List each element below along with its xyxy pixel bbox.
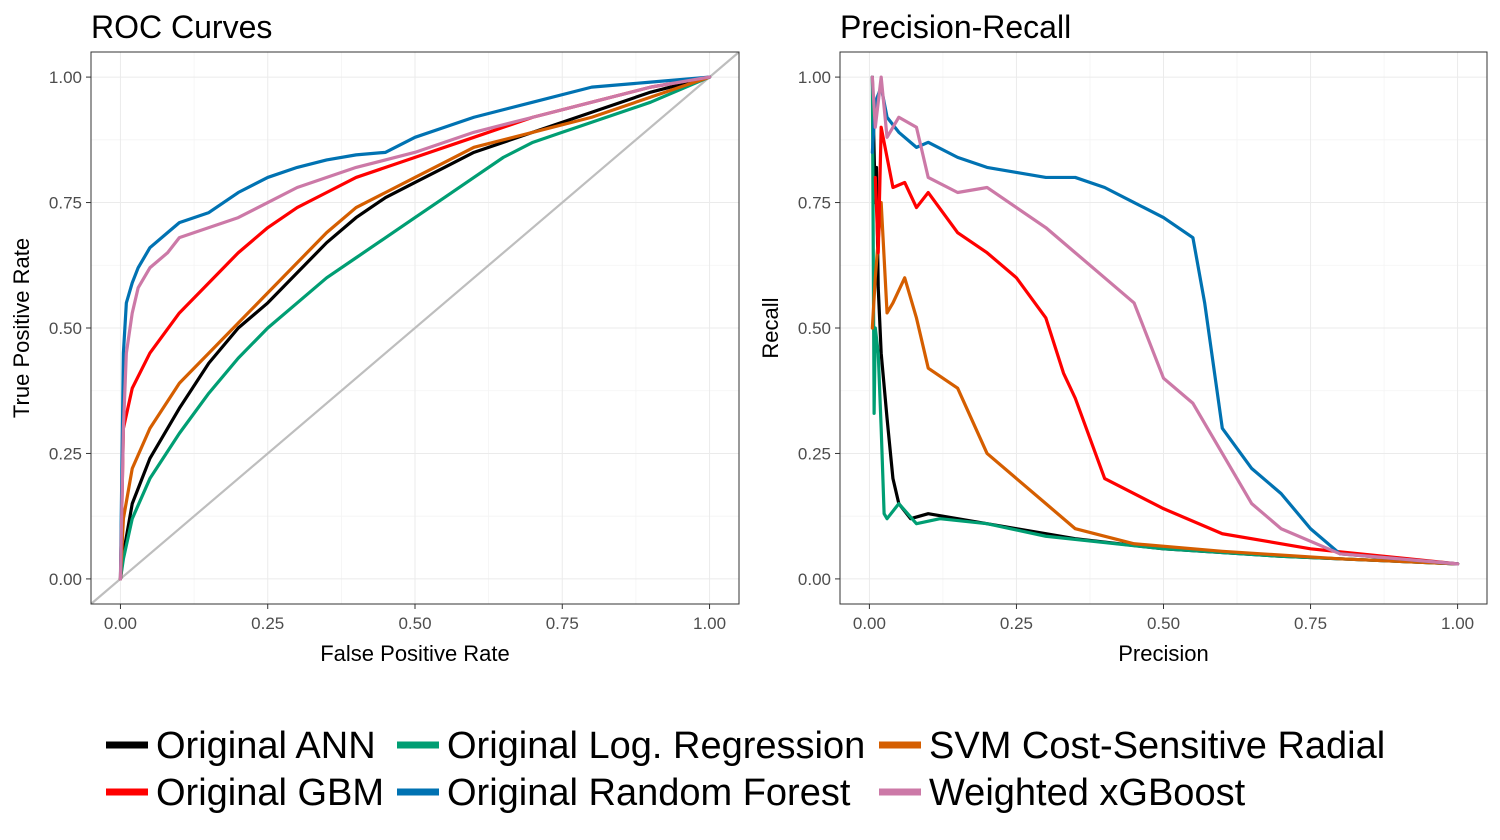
- chart-title: ROC Curves: [91, 9, 272, 45]
- legend-item-original-gbm: Original GBM: [106, 772, 384, 814]
- y-tick-label: 0.50: [49, 319, 82, 338]
- series-line-svm-cost-sensitive-radial: [870, 200, 1460, 566]
- series-line-original-ann: [870, 75, 1460, 566]
- legend-label: Original Log. Regression: [447, 725, 865, 767]
- grid: [91, 52, 739, 604]
- x-tick-label: 0.75: [546, 614, 579, 633]
- plot-area: [870, 75, 1460, 566]
- legend-label: SVM Cost-Sensitive Radial: [929, 725, 1385, 767]
- x-axis-label: Precision: [1118, 641, 1208, 666]
- x-tick-label: 0.00: [853, 614, 886, 633]
- y-tick-label: 0.00: [49, 570, 82, 589]
- y-tick-label: 0.50: [798, 319, 831, 338]
- y-axis-label: Recall: [758, 297, 783, 358]
- series-line-original-random-forest: [870, 85, 1460, 566]
- y-tick-label: 0.75: [798, 194, 831, 213]
- legend-item-weighted-xgboost: Weighted xGBoost: [879, 772, 1246, 814]
- x-tick-label: 0.50: [1147, 614, 1180, 633]
- x-tick-label: 0.25: [251, 614, 284, 633]
- legend-item-original-log-regression: Original Log. Regression: [397, 725, 865, 767]
- y-tick-label: 0.25: [798, 444, 831, 463]
- series-line-original-random-forest: [118, 75, 712, 581]
- diagonal-reference-line: [91, 52, 739, 604]
- series-line-original-log-regression: [870, 75, 1460, 566]
- legend-label: Original Random Forest: [447, 772, 851, 814]
- x-tick-label: 0.75: [1294, 614, 1327, 633]
- legend: Original ANN Original Log. Regression SVM …: [106, 725, 1385, 814]
- legend-label: Weighted xGBoost: [929, 772, 1246, 814]
- y-tick-label: 0.25: [49, 444, 82, 463]
- y-tick-label: 0.75: [49, 194, 82, 213]
- chart-title: Precision-Recall: [840, 9, 1071, 45]
- x-axis-label: False Positive Rate: [320, 641, 510, 666]
- legend-item-svm-cost-sensitive-radial: SVM Cost-Sensitive Radial: [879, 725, 1385, 767]
- legend-label: Original ANN: [156, 725, 376, 767]
- series-line-weighted-xgboost: [118, 75, 712, 581]
- y-tick-label: 0.00: [798, 570, 831, 589]
- series-line-svm-cost-sensitive-radial: [118, 75, 712, 581]
- series-line-original-gbm: [873, 125, 1460, 566]
- plot-area: [91, 52, 739, 604]
- x-tick-label: 0.25: [1000, 614, 1033, 633]
- roc-panel: ROC Curves 0.00 0.25 0.50 0.75 1.00 0.00 0.25 0.…: [9, 9, 740, 666]
- y-tick-label: 1.00: [49, 68, 82, 87]
- x-tick-label: 0.50: [398, 614, 431, 633]
- x-tick-label: 1.00: [1441, 614, 1474, 633]
- precision-recall-panel: Precision-Recall 0.00 0.25 0.50 0.75 1.00 0.00…: [758, 9, 1488, 666]
- y-tick-label: 1.00: [798, 68, 831, 87]
- legend-item-original-random-forest: Original Random Forest: [397, 772, 851, 814]
- legend-label: Original GBM: [156, 772, 384, 814]
- y-axis-label: True Positive Rate: [9, 238, 34, 418]
- legend-item-original-ann: Original ANN: [106, 725, 376, 767]
- grid: [840, 52, 1487, 604]
- series-line-weighted-xgboost: [870, 75, 1460, 566]
- x-tick-label: 0.00: [104, 614, 137, 633]
- x-tick-label: 1.00: [693, 614, 726, 633]
- series-line-original-log-regression: [118, 75, 712, 581]
